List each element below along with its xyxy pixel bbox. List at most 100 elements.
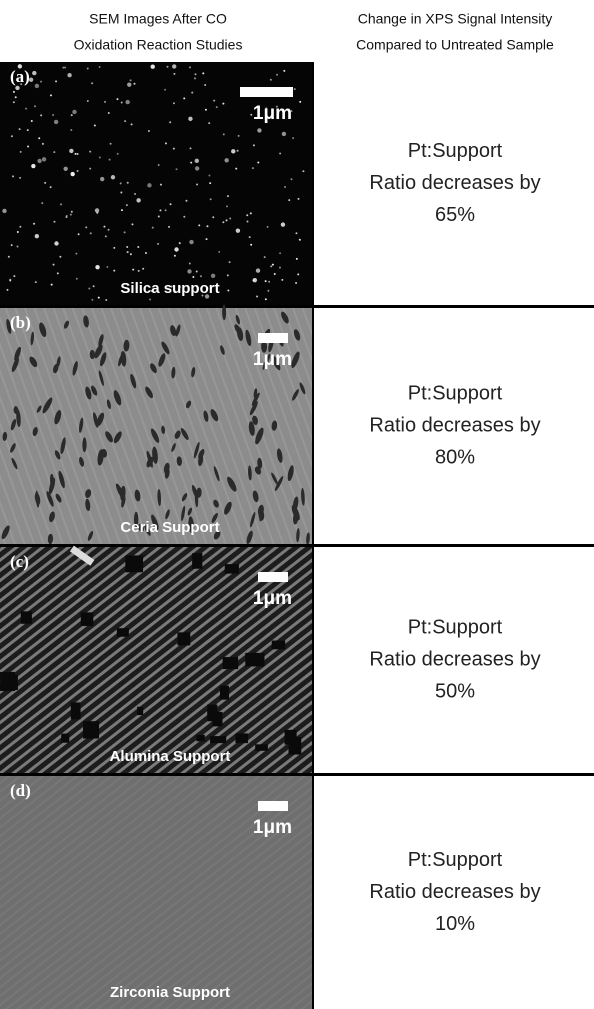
particle (237, 150, 239, 152)
particle (159, 209, 161, 211)
particle (297, 198, 299, 200)
image-background (0, 62, 312, 305)
dark-patch (245, 653, 264, 667)
dark-patch (289, 737, 302, 755)
particle (31, 120, 33, 122)
particle (205, 109, 207, 111)
particle (196, 183, 198, 185)
particle (211, 274, 215, 278)
scale-bar (258, 333, 288, 343)
dark-patch (272, 641, 285, 650)
particle (292, 137, 294, 139)
particle (72, 110, 76, 114)
particle (37, 159, 41, 163)
particle (32, 71, 36, 75)
particle (127, 82, 131, 86)
figure: SEM Images After COOxidation Reaction St… (0, 0, 594, 1009)
particle (40, 114, 42, 116)
particle (63, 167, 67, 171)
particle (158, 215, 160, 217)
result-text: Ratio decreases by (369, 881, 540, 903)
particle (98, 297, 100, 299)
particle (20, 151, 22, 153)
particle (121, 101, 123, 103)
particle (55, 80, 57, 82)
result-text: 65% (435, 204, 475, 226)
dark-patch (137, 707, 143, 715)
particle (213, 100, 215, 102)
particle (157, 243, 159, 245)
particle (268, 281, 270, 283)
result-text: Pt:Support (408, 616, 503, 638)
particle (295, 232, 297, 234)
dark-patch (223, 657, 238, 669)
particle (204, 84, 206, 86)
particle (257, 161, 259, 163)
scale-bar (258, 801, 288, 811)
dark-patch (196, 735, 204, 741)
particle (17, 246, 19, 248)
particle (90, 232, 92, 234)
particle (227, 274, 229, 276)
result-text: 80% (435, 446, 475, 468)
particle (267, 290, 269, 292)
particle (227, 289, 229, 291)
particle (202, 72, 204, 74)
particle (264, 256, 266, 258)
particle (291, 178, 293, 180)
dark-patch (177, 632, 190, 645)
particle (187, 269, 191, 273)
particle (297, 273, 299, 275)
particle (200, 275, 202, 277)
particle (272, 264, 274, 266)
particle (246, 214, 248, 216)
particle (173, 102, 175, 104)
particle (165, 142, 167, 144)
particle (52, 114, 54, 116)
particle (223, 133, 225, 135)
particle (38, 137, 40, 139)
particle (71, 211, 73, 213)
particle (224, 158, 228, 162)
result-text: Pt:Support (408, 382, 503, 404)
particle (50, 94, 52, 96)
particle (108, 112, 110, 114)
particle (53, 151, 55, 153)
particle (77, 153, 79, 155)
particle (11, 244, 13, 246)
particle (131, 223, 133, 225)
support-name: Ceria Support (120, 519, 219, 536)
particle (137, 246, 139, 248)
particle (188, 117, 192, 121)
particle (206, 238, 208, 240)
particle (19, 177, 21, 179)
particle (54, 120, 58, 124)
sem-image (0, 62, 312, 305)
particle (117, 153, 119, 155)
particle (252, 279, 254, 281)
particle (27, 129, 29, 131)
particle (109, 159, 111, 161)
particle (192, 276, 194, 278)
particle (231, 149, 235, 153)
particle (195, 73, 197, 75)
particle (250, 212, 252, 214)
particle (160, 184, 162, 186)
particle (222, 221, 224, 223)
particle (66, 215, 68, 217)
particle (53, 221, 55, 223)
dark-patch (125, 555, 143, 572)
particle (302, 170, 304, 172)
particle (70, 172, 74, 176)
particle (168, 226, 170, 228)
particle (216, 106, 218, 108)
dark-patch (207, 705, 217, 722)
particle (130, 79, 132, 81)
particle (104, 101, 106, 103)
particle (166, 66, 168, 68)
particle (270, 265, 272, 267)
particle (116, 98, 118, 100)
particle (173, 148, 175, 150)
particle (256, 268, 260, 272)
particle (2, 209, 6, 213)
